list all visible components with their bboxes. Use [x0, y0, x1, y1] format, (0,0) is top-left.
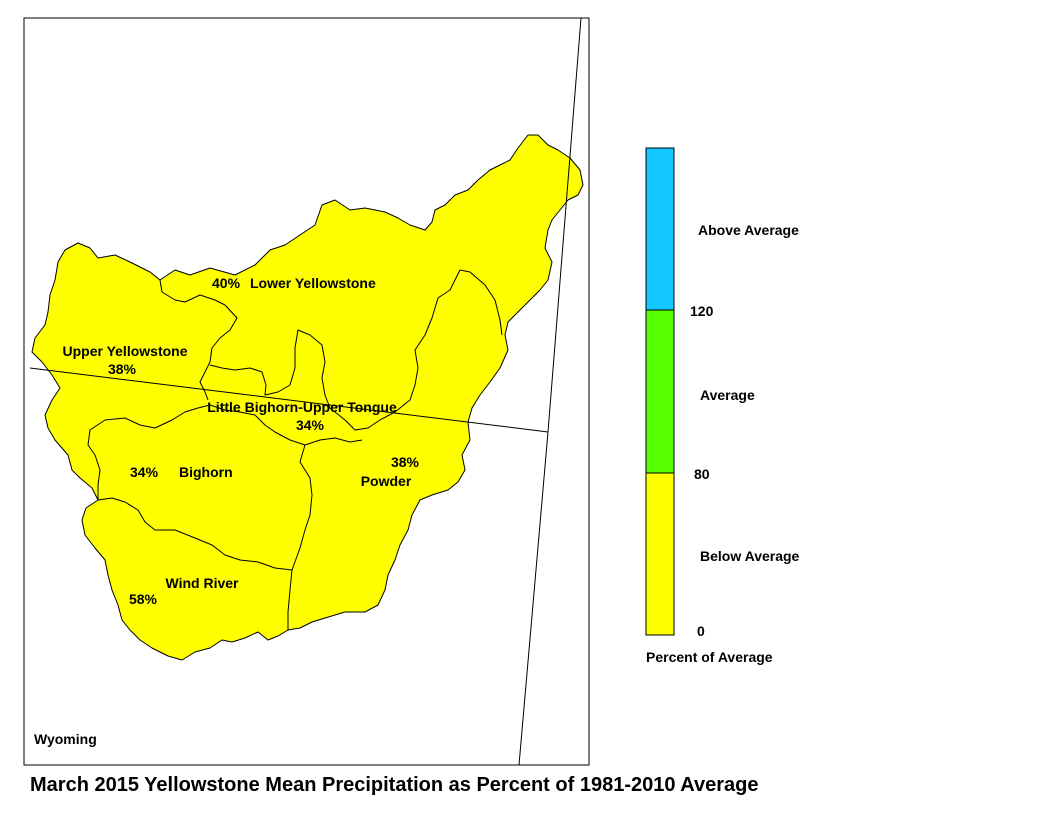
boundary-lower-tongue [209, 269, 503, 431]
legend-label-above: Above Average [698, 222, 799, 238]
label-upper-yellowstone-percent: 38% [108, 361, 137, 377]
state-border [29, 17, 582, 766]
state-label: Wyoming [34, 731, 97, 747]
legend-label-below: Below Average [700, 548, 800, 564]
label-powder-percent: 38% [391, 454, 420, 470]
boundary-bighorn-west [87, 429, 101, 500]
label-little-bighorn-percent: 34% [296, 417, 325, 433]
legend-break-120: 120 [690, 303, 714, 319]
boundary-bighorn-wind [97, 497, 293, 571]
boundary-upper-lower [159, 279, 238, 401]
legend-swatch-above [645, 147, 675, 311]
label-wind-river-percent: 58% [129, 591, 158, 607]
legend-swatch-average [645, 309, 675, 474]
label-powder-name: Powder [361, 473, 412, 489]
boundary-bighorn-north [89, 404, 363, 446]
label-wind-river-name: Wind River [166, 575, 240, 591]
label-lower-yellowstone-name: Lower Yellowstone [250, 275, 376, 291]
legend: Above Average Average Below Average 120 … [645, 147, 800, 665]
legend-label-average: Average [700, 387, 755, 403]
boundary-bighorn-powder [287, 444, 313, 630]
label-lower-yellowstone-percent: 40% [212, 275, 241, 291]
legend-break-0: 0 [697, 623, 705, 639]
legend-swatch-below [645, 472, 675, 636]
legend-break-80: 80 [694, 466, 710, 482]
legend-title: Percent of Average [646, 649, 773, 665]
map-title: March 2015 Yellowstone Mean Precipitatio… [30, 774, 759, 796]
label-bighorn-name: Bighorn [179, 464, 233, 480]
label-little-bighorn-name: Little Bighorn-Upper Tongue [207, 399, 397, 415]
label-upper-yellowstone-name: Upper Yellowstone [63, 343, 188, 359]
label-bighorn-percent: 34% [130, 464, 159, 480]
basin-labels: 40% Lower Yellowstone Upper Yellowstone … [63, 275, 420, 607]
